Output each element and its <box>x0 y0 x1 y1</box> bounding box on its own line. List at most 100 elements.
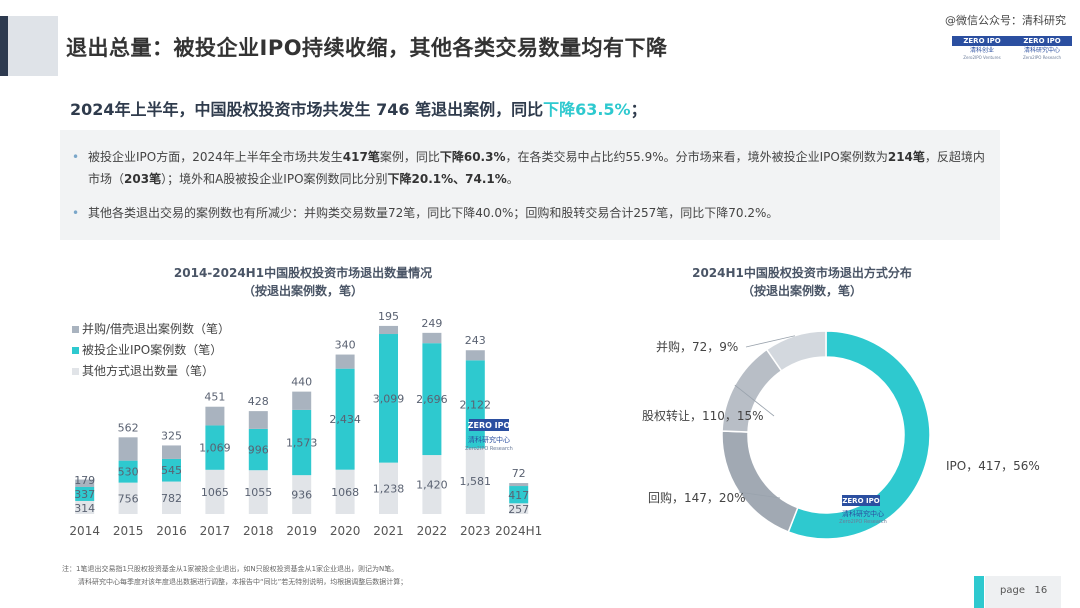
headline-tail: ； <box>630 100 647 119</box>
donut-label-2: 股权转让，110，15% <box>642 408 764 423</box>
bar-ipo-2015 <box>118 460 138 483</box>
x-tick-2014: 2014 <box>69 524 100 538</box>
bar-other-2023 <box>465 448 485 514</box>
value-label-ma-2019: 440 <box>291 376 312 389</box>
legend-label-ma: 并购/借壳退出案例数（笔） <box>82 321 230 336</box>
x-tick-2020: 2020 <box>330 524 361 538</box>
bullet-text: 被投企业IPO方面，2024年上半年全市场共发生417笔案例，同比下降60.3%… <box>88 146 988 190</box>
pie-chart-subtitle: （按退出案例数，笔） <box>742 283 862 298</box>
donut-slices <box>721 330 931 540</box>
bar-ma-2021 <box>379 325 398 335</box>
logo-en: Zero2IPO Research <box>1022 55 1062 60</box>
value-label-ma-2014: 179 <box>74 474 95 487</box>
page-value: 16 <box>1034 585 1048 596</box>
value-label-ipo-2023: 2,122 <box>460 398 492 411</box>
bullet-text: 其他各类退出交易的案例数也有所减少：并购类交易数量72笔，同比下降40.0%；回… <box>88 206 779 220</box>
value-label-other-2023: 1,581 <box>460 475 492 488</box>
bar-chart-subtitle: （按退出案例数，笔） <box>243 283 363 298</box>
value-label-other-2019: 936 <box>291 489 312 502</box>
page-number-box <box>985 576 1061 608</box>
bar-ipo-2021 <box>379 334 398 463</box>
bar-ma-2018 <box>248 411 268 429</box>
value-label-ipo-2024H1: 417 <box>508 489 529 502</box>
text-seg: 。 <box>506 172 519 186</box>
value-label-other-2016: 782 <box>161 492 182 505</box>
value-label-ipo-2019: 1,573 <box>286 437 318 450</box>
headline-summary: 2024年上半年，中国股权投资市场共发生 746 笔退出案例，同比下降63.5%… <box>70 96 647 120</box>
exit-volume-bar-chart: 2014-2024H1中国股权投资市场退出数量情况 （按退出案例数，笔） 并购/… <box>69 265 542 538</box>
watermark-cn: 清科研究中心 <box>468 435 510 444</box>
bar-other-2017 <box>205 469 225 514</box>
bar-chart-legend: 并购/借壳退出案例数（笔） 被投企业IPO案例数（笔） 其他方式退出数量（笔） <box>72 321 230 378</box>
bar-ipo-2014 <box>75 486 95 501</box>
text-seg: ，在各类交易中占比约55.9%。分市场来看，境外被投企业IPO案例数为 <box>505 150 888 164</box>
bar-ma-2024H1 <box>509 483 529 487</box>
donut-label-3: 并购，72，9% <box>656 339 738 354</box>
exit-method-donut-chart: 2024H1中国股权投资市场退出方式分布 （按退出案例数，笔） IPO，417，… <box>642 265 1040 540</box>
bold-seg: 下降60.3% <box>439 150 506 164</box>
legend-swatch-other <box>72 368 79 375</box>
watermark-top: ZERO IPO <box>468 421 511 430</box>
donut-slice-3 <box>765 330 827 372</box>
bullet-dot: • <box>72 206 80 220</box>
bar-ma-2019 <box>292 391 312 410</box>
pie-chart-title: 2024H1中国股权投资市场退出方式分布 <box>692 265 912 280</box>
x-tick-2024H1: 2024H1 <box>495 524 542 538</box>
value-label-other-2014: 314 <box>74 502 95 515</box>
bar-ipo-2016 <box>162 458 181 482</box>
logo-cn: 清科研究中心 <box>1023 47 1060 54</box>
title-accent-bar <box>0 16 8 76</box>
value-label-other-2022: 1,420 <box>416 479 448 492</box>
bar-other-2015 <box>118 482 138 514</box>
donut-slice-1 <box>721 430 799 533</box>
page-label: page <box>1000 585 1025 596</box>
bar-chart-watermark: ZERO IPO 清科研究中心 Zero2IPO Research <box>465 419 513 452</box>
logo-top: ZERO IPO <box>952 36 1012 46</box>
bar-ipo-2018 <box>248 428 268 471</box>
bar-other-2016 <box>162 481 181 514</box>
donut-label-0: IPO，417，56% <box>946 459 1040 473</box>
watermark-top: ZERO IPO <box>842 497 879 505</box>
bar-ma-2022 <box>422 332 442 344</box>
leader-line-1 <box>739 491 781 499</box>
donut-leader-lines: IPO，417，56% 回购，147，20% 股权转让，110，15% 并购，72，9… <box>642 335 1040 505</box>
watermark-cn: 清科研究中心 <box>842 509 884 518</box>
watermark-en: Zero2IPO Research <box>839 519 887 525</box>
x-tick-2016: 2016 <box>156 524 187 538</box>
value-label-other-2018: 1055 <box>244 486 272 499</box>
text-seg: 被投企业IPO方面，2024年上半年全市场共发生 <box>88 150 343 164</box>
bar-other-2020 <box>335 469 355 514</box>
bar-ma-2016 <box>162 445 181 459</box>
x-tick-2023: 2023 <box>460 524 491 538</box>
page-accent-bar <box>974 576 984 608</box>
bold-seg: 417笔 <box>342 150 380 164</box>
text-seg: 案例，同比 <box>379 150 440 164</box>
value-label-other-2017: 1065 <box>201 486 229 499</box>
leader-line-3 <box>745 335 796 348</box>
value-label-ipo-2014: 337 <box>74 488 95 501</box>
bold-seg: 下降20.1%、74.1% <box>387 172 507 186</box>
bar-other-2019 <box>292 475 312 514</box>
text-seg: ，反超境内市场（ <box>88 150 985 186</box>
value-label-ipo-2022: 2,696 <box>416 393 448 406</box>
value-label-ma-2022: 249 <box>421 317 442 330</box>
summary-box: • 被投企业IPO方面，2024年上半年全市场共发生417笔案例，同比下降60.… <box>60 130 1000 240</box>
page-number: page 16 <box>1000 585 1047 596</box>
wechat-account: @微信公众号：清科研究 <box>945 14 1066 27</box>
pie-chart-watermark: ZERO IPO 清科研究中心 Zero2IPO Research <box>839 495 887 525</box>
bar-chart-title: 2014-2024H1中国股权投资市场退出数量情况 <box>174 265 432 280</box>
donut-label-1: 回购，147，20% <box>648 490 746 505</box>
value-label-ipo-2016: 545 <box>161 464 182 477</box>
watermark-badge <box>842 495 880 506</box>
value-label-ma-2017: 451 <box>204 391 225 404</box>
bar-other-2021 <box>379 462 398 514</box>
bar-chart-x-axis: 2014 2015 2016 2017 2018 2019 2020 2021 2022 2023… <box>69 524 542 538</box>
legend-label-other: 其他方式退出数量（笔） <box>82 363 214 378</box>
page-title: 退出总量：被投企业IPO持续收缩，其他各类交易数量均有下降 <box>66 36 668 60</box>
bullet-other-exits: • 其他各类退出交易的案例数也有所减少：并购类交易数量72笔，同比下降40.0%… <box>72 202 988 224</box>
headline-highlight: 下降63.5% <box>543 100 631 119</box>
value-label-ma-2016: 325 <box>161 429 182 442</box>
logo-top: ZERO IPO <box>1012 36 1072 46</box>
value-label-ipo-2020: 2,434 <box>329 413 361 426</box>
